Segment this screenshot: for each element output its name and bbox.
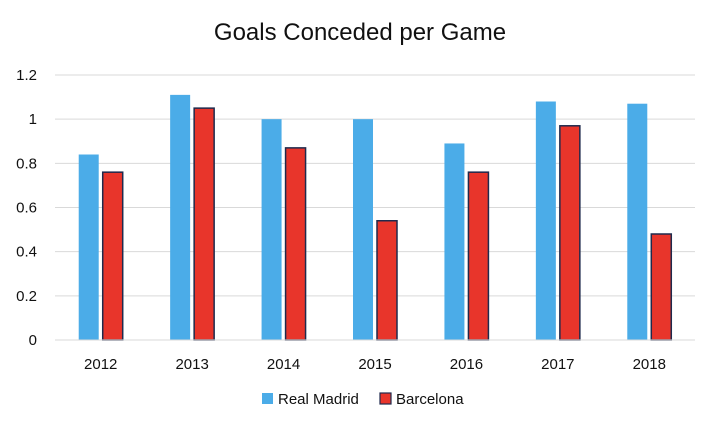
y-tick-label: 0.4 <box>16 244 37 261</box>
x-tick-label: 2013 <box>175 356 208 373</box>
legend: Real Madrid Barcelona <box>262 391 464 408</box>
bar-real-madrid-2013 <box>170 94 191 340</box>
x-tick-label: 2012 <box>84 356 117 373</box>
legend-swatch-real-madrid <box>262 393 273 404</box>
bar-real-madrid-2018 <box>627 103 648 340</box>
bar-barcelona-2012 <box>101 171 124 341</box>
x-tick-label: 2018 <box>633 356 666 373</box>
x-axis-ticks: 2012 2013 2014 2015 2016 2017 2018 <box>84 356 666 373</box>
y-tick-label: 0.2 <box>16 288 37 305</box>
bars <box>78 94 673 341</box>
x-tick-label: 2014 <box>267 356 300 373</box>
x-tick-label: 2017 <box>541 356 574 373</box>
legend-label: Real Madrid <box>278 391 359 408</box>
bar-real-madrid-2012 <box>78 154 99 340</box>
y-tick-label: 1.2 <box>16 67 37 84</box>
x-tick-label: 2016 <box>450 356 483 373</box>
bar-real-madrid-2015 <box>353 119 373 341</box>
bar-barcelona-2017 <box>559 125 581 341</box>
bar-barcelona-2015 <box>376 220 398 341</box>
y-tick-label: 0.6 <box>16 200 37 217</box>
bar-real-madrid-2014 <box>261 119 282 341</box>
legend-label: Barcelona <box>396 391 464 408</box>
y-tick-label: 0.8 <box>16 155 37 172</box>
bar-barcelona-2018 <box>650 233 673 341</box>
gridlines <box>55 74 695 297</box>
legend-swatch-barcelona <box>379 392 392 405</box>
x-tick-label: 2015 <box>358 356 391 373</box>
y-tick-label: 1 <box>29 111 37 128</box>
bar-barcelona-2014 <box>284 147 307 341</box>
bar-real-madrid-2017 <box>535 101 556 340</box>
y-axis-ticks: 0 0.2 0.4 0.6 0.8 1 1.2 <box>16 67 37 349</box>
bar-barcelona-2016 <box>467 171 490 341</box>
bar-barcelona-2013 <box>193 107 215 341</box>
bar-real-madrid-2016 <box>444 143 465 340</box>
chart-title: Goals Conceded per Game <box>214 19 506 46</box>
y-tick-label: 0 <box>29 332 37 349</box>
